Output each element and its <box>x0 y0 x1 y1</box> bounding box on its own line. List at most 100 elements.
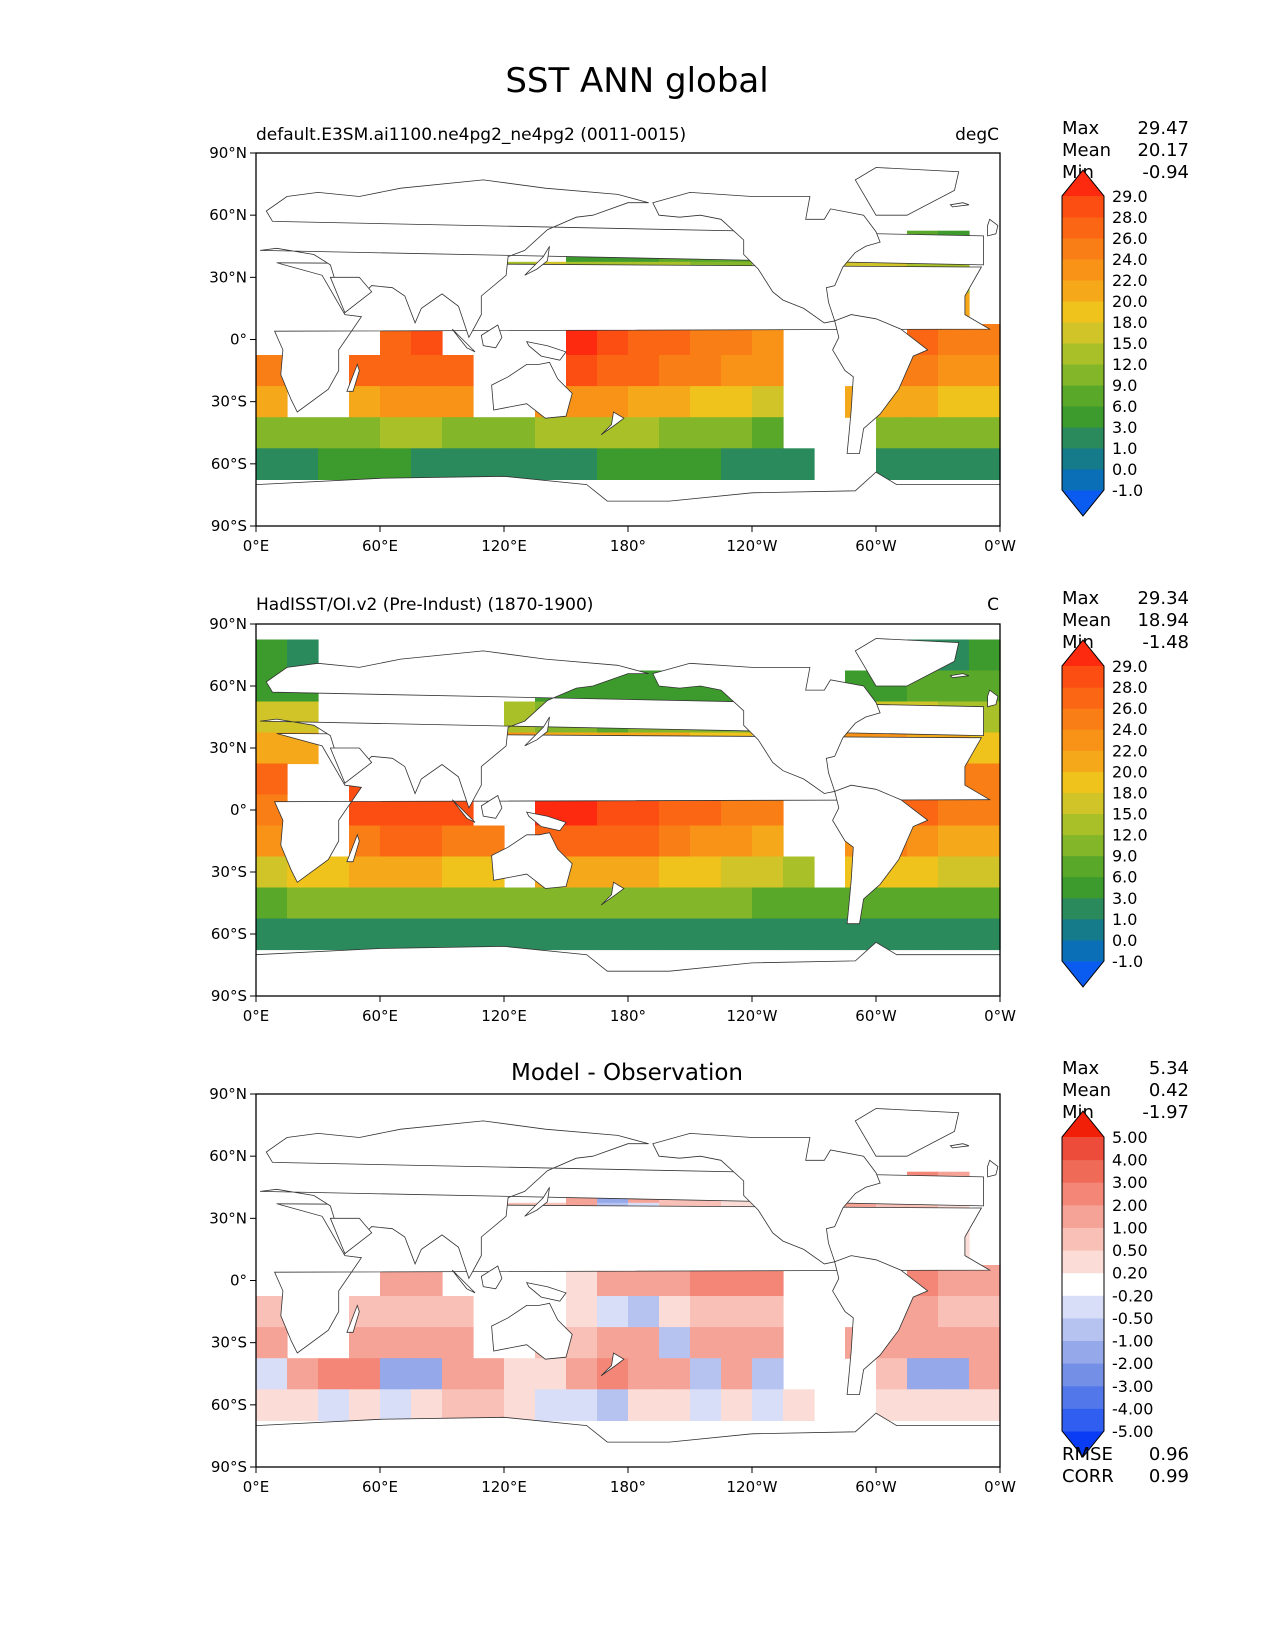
data-cell <box>690 887 722 920</box>
colorbar-tick-label: 22.0 <box>1112 271 1148 290</box>
data-cell <box>566 1358 598 1390</box>
x-tick-label: 0°W <box>984 1007 1016 1025</box>
data-cell <box>628 1358 660 1390</box>
colorbar-tick-label: 6.0 <box>1112 397 1137 416</box>
y-tick-label: 60°S <box>211 1396 247 1414</box>
colorbar-segment <box>1062 939 1104 962</box>
data-cell <box>566 1389 598 1421</box>
data-cell <box>566 448 598 480</box>
y-tick-label: 90°N <box>209 144 247 162</box>
data-cell <box>380 856 412 889</box>
data-cell <box>969 1389 1001 1421</box>
land-polygon <box>346 1304 360 1333</box>
data-cell <box>721 1296 753 1328</box>
data-cell <box>473 1389 505 1421</box>
colorbar-segment <box>1062 792 1104 814</box>
land-polygon <box>346 363 360 392</box>
y-tick-label: 60°S <box>211 455 247 473</box>
colorbar-segment <box>1062 301 1104 323</box>
data-cell <box>938 448 970 480</box>
stat-label-mean: Mean <box>1062 1080 1111 1101</box>
x-tick-label: 180° <box>610 1007 646 1025</box>
data-cell <box>628 1389 660 1421</box>
data-cell <box>380 1327 412 1359</box>
land-polygon <box>480 794 503 819</box>
land-polygon <box>451 799 476 823</box>
colorbar-tick-label: 9.0 <box>1112 376 1137 395</box>
colorbar-extend-low <box>1062 490 1104 516</box>
data-cell <box>969 763 1001 796</box>
data-cell <box>256 417 288 449</box>
land-polygon <box>451 328 476 353</box>
panel-left-title: HadISST/OI.v2 (Pre-Indust) (1870-1900) <box>256 595 593 615</box>
data-cell <box>256 856 288 889</box>
stat-value-min: -1.97 <box>1142 1102 1189 1123</box>
data-cell <box>535 918 567 951</box>
data-cell <box>690 1389 722 1421</box>
coastlines <box>255 1108 1001 1468</box>
colorbar-tick-label: 0.20 <box>1112 1264 1148 1283</box>
data-cell <box>876 1389 908 1421</box>
colorbar-segment <box>1062 1385 1104 1409</box>
data-cell <box>628 887 660 920</box>
data-cell <box>907 856 939 889</box>
x-tick-label: 0°E <box>243 1007 270 1025</box>
data-cell <box>473 1358 505 1390</box>
data-cell <box>752 417 784 449</box>
y-tick-label: 90°S <box>211 1458 247 1476</box>
data-cell <box>442 448 474 480</box>
colorbar-tick-label: 15.0 <box>1112 334 1148 353</box>
colorbar-segment <box>1062 259 1104 281</box>
data-cell <box>907 887 939 920</box>
colorbar-tick-label: 1.00 <box>1112 1219 1148 1238</box>
stats-block: Max 29.47 Mean 20.17 Min -0.94 <box>1062 118 1189 183</box>
stats-block: Max 29.34 Mean 18.94 Min -1.48 <box>1062 588 1189 653</box>
data-cell <box>783 887 815 920</box>
data-cell <box>690 386 722 418</box>
data-cell <box>411 918 443 951</box>
colorbar-tick-label: 29.0 <box>1112 657 1148 676</box>
colorbar-segment <box>1062 750 1104 772</box>
data-cell <box>628 856 660 889</box>
stat-value-mean: 0.42 <box>1149 1080 1189 1101</box>
land-polygon <box>491 832 573 889</box>
data-cell <box>411 1389 443 1421</box>
data-cell <box>752 825 784 858</box>
data-cell <box>907 1358 939 1390</box>
data-cell <box>628 448 660 480</box>
colorbar-segment <box>1062 1363 1104 1387</box>
data-cell <box>318 918 350 951</box>
data-cell <box>411 1327 443 1359</box>
data-cell <box>938 355 970 387</box>
data-cell <box>659 825 691 858</box>
colorbar-tick-label: 22.0 <box>1112 741 1148 760</box>
data-cell <box>349 386 381 418</box>
data-cell <box>380 918 412 951</box>
data-cell <box>411 856 443 889</box>
colorbar-tick-label: 28.0 <box>1112 208 1148 227</box>
data-cell <box>442 355 474 387</box>
y-tick-label: 30°N <box>209 268 247 286</box>
colorbar-tick-label: 18.0 <box>1112 783 1148 802</box>
colorbar-extend-low <box>1062 1431 1104 1457</box>
y-tick-label: 30°N <box>209 739 247 757</box>
data-cell <box>938 918 970 951</box>
colorbar-segment <box>1062 771 1104 793</box>
colorbar-tick-label: -1.0 <box>1112 481 1143 500</box>
colorbar-tick-label: 0.0 <box>1112 931 1137 950</box>
y-tick-label: 60°N <box>209 1147 247 1165</box>
data-cell <box>721 856 753 889</box>
data-cell <box>969 825 1001 858</box>
data-cell <box>318 887 350 920</box>
data-cell <box>690 448 722 480</box>
data-cell <box>628 1327 660 1359</box>
data-cell <box>690 856 722 889</box>
panel-units: C <box>987 595 999 615</box>
data-cell <box>752 856 784 889</box>
stat-label-max: Max <box>1062 1058 1100 1079</box>
data-cell <box>876 417 908 449</box>
land-polygon <box>600 881 625 906</box>
data-cell <box>473 918 505 951</box>
data-cell <box>442 1358 474 1390</box>
data-cell <box>442 1389 474 1421</box>
